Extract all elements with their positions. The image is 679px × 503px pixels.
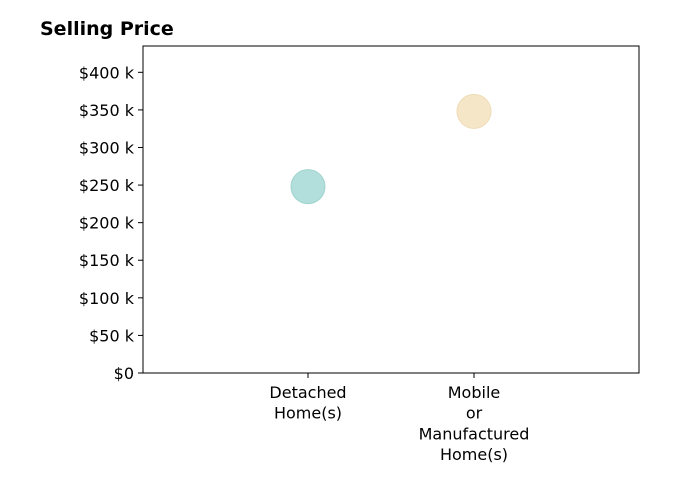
- x-tick-label: Mobile: [448, 383, 500, 402]
- y-tick-label: $400 k: [79, 63, 135, 82]
- y-tick-label: $50 k: [89, 326, 135, 345]
- y-tick-label: $150 k: [79, 251, 135, 270]
- x-tick-label: Home(s): [440, 445, 508, 464]
- data-points: [290, 93, 492, 205]
- y-tick-label: $0: [114, 364, 134, 383]
- x-tick-label: or: [466, 404, 483, 423]
- plot-area: [142, 45, 640, 374]
- y-tick-label: $250 k: [79, 176, 135, 195]
- y-axis: $0 $50 k $100 k $150 k $200 k $250 k $300 k $35…: [79, 63, 143, 383]
- x-tick-label: Home(s): [274, 404, 342, 423]
- y-tick-label: $300 k: [79, 138, 135, 157]
- x-tick-label: Manufactured: [419, 424, 530, 443]
- x-tick-label: Detached: [269, 383, 346, 402]
- y-tick-label: $100 k: [79, 289, 135, 308]
- data-point: [290, 169, 326, 205]
- chart-title: Selling Price: [40, 18, 174, 40]
- data-point: [456, 93, 492, 129]
- y-tick-label: $200 k: [79, 214, 135, 233]
- y-tick-label: $350 k: [79, 101, 135, 120]
